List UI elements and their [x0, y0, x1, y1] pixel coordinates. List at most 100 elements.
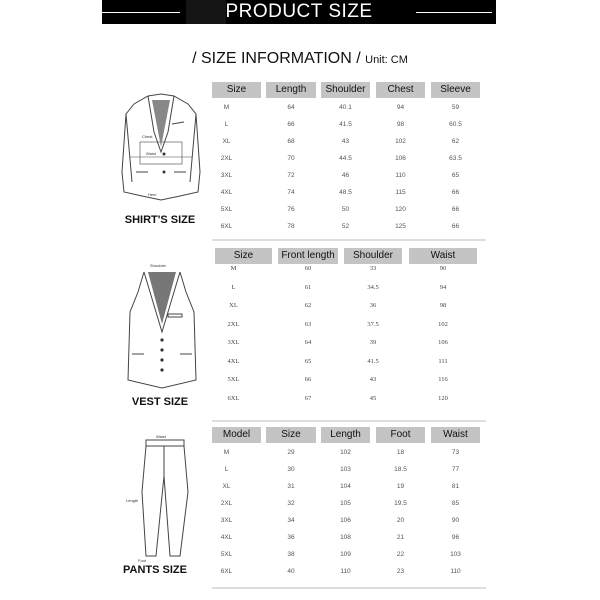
table-cell: 76 [287, 206, 295, 213]
table-cell: 106 [438, 339, 448, 346]
table-cell: 78 [287, 223, 295, 230]
table-cell: 31 [287, 483, 295, 490]
table-cell: 18.5 [394, 466, 407, 473]
table-cell: 43 [341, 138, 350, 145]
table-cell: 65 [304, 357, 312, 365]
table-cell: 52 [341, 223, 350, 230]
table-cell: 68 [287, 138, 295, 145]
column-header: Size [266, 427, 316, 443]
row-size-cell: 6XL [220, 568, 233, 575]
table-cell: 39 [369, 339, 377, 346]
table-cell: 62 [304, 302, 312, 309]
row-size-cell: 5XL [220, 206, 233, 213]
pants-length-label: Length [126, 498, 138, 503]
table-cell: 109 [340, 551, 351, 558]
table-cell: 74 [287, 189, 295, 196]
column-header: Sleeve [431, 82, 480, 98]
table-cell: 102 [395, 138, 406, 145]
row-size-cell: 3XL [220, 517, 233, 524]
shirt-caption: SHIRT'S SIZE [124, 214, 196, 226]
table-cell: 63.5 [449, 155, 462, 162]
table-cell: 32 [287, 500, 295, 507]
row-size-cell: 5XL [220, 551, 233, 558]
table-cell: 59 [451, 104, 460, 111]
table-cell: 38 [287, 551, 295, 558]
jacket-illustration: Chest Waist Hem [121, 93, 201, 201]
table-cell: 46 [341, 172, 350, 179]
table-cell: 50 [341, 206, 350, 213]
row-size-cell: XL [222, 138, 231, 145]
section-heading: / SIZE INFORMATION / Unit: CM [0, 50, 600, 68]
table-cell: 115 [395, 189, 406, 196]
table-cell: 37.5 [367, 320, 379, 328]
column-header: Size [215, 248, 272, 264]
shoulder-label: Shoulder [150, 263, 167, 268]
table-cell: 106 [340, 517, 351, 524]
table-cell: 85 [451, 500, 460, 507]
table-cell: 64 [304, 339, 312, 346]
row-size-cell: 6XL [220, 223, 233, 230]
table-cell: 43 [369, 376, 377, 383]
table-cell: 34 [287, 517, 295, 524]
table-cell: 102 [340, 449, 351, 456]
table-cell: 41.5 [339, 121, 352, 128]
column-header: Length [266, 82, 316, 98]
pants-illustration: Waist Length Foot [126, 434, 189, 563]
table-cell: 98 [396, 121, 405, 128]
table-cell: 120 [395, 206, 406, 213]
table-cell: 66 [304, 376, 312, 383]
row-size-cell: 3XL [220, 172, 233, 179]
table-cell: 116 [438, 376, 448, 383]
table-cell: 44.5 [339, 155, 352, 162]
table-cell: 110 [450, 568, 461, 575]
divider [212, 420, 486, 422]
vest-caption: VEST SIZE [131, 396, 189, 408]
table-cell: 48.5 [339, 189, 352, 196]
banner-line-right [416, 12, 492, 13]
table-cell: 103 [340, 466, 351, 473]
column-header: Waist [409, 248, 477, 264]
unit-label: Unit: CM [365, 54, 408, 66]
table-cell: 110 [340, 568, 351, 575]
row-size-cell: M [230, 265, 237, 272]
table-cell: 18 [396, 449, 405, 456]
table-cell: 125 [395, 223, 406, 230]
row-size-cell: 4XL [220, 534, 233, 541]
column-header: Foot [376, 427, 425, 443]
table-cell: 36 [287, 534, 295, 541]
row-size-cell: M [223, 449, 230, 456]
pants-caption: PANTS SIZE [123, 564, 187, 576]
table-cell: 106 [395, 155, 406, 162]
table-cell: 94 [396, 104, 405, 111]
row-size-cell: 2XL [227, 320, 240, 328]
column-header: Front length [278, 248, 338, 264]
table-cell: 63 [304, 320, 312, 328]
row-size-cell: 4XL [227, 357, 240, 365]
divider [212, 587, 486, 589]
table-cell: 105 [340, 500, 351, 507]
table-cell: 72 [287, 172, 295, 179]
table-cell: 21 [396, 534, 405, 541]
column-header: Waist [431, 427, 480, 443]
table-cell: 60 [304, 265, 312, 272]
table-cell: 22 [396, 551, 405, 558]
table-cell: 66 [451, 223, 460, 230]
vest-illustration: Shoulder [127, 263, 197, 389]
table-cell: 20 [396, 517, 405, 524]
column-header: Model [212, 427, 261, 443]
table-cell: 70 [287, 155, 295, 162]
table-cell: 66 [287, 121, 295, 128]
column-header: Length [321, 427, 370, 443]
table-cell: 73 [451, 449, 460, 456]
row-size-cell: XL [222, 483, 231, 490]
table-cell: 65 [451, 172, 460, 179]
table-cell: 33 [369, 265, 377, 272]
table-cell: 98 [439, 302, 447, 309]
table-cell: 111 [438, 357, 448, 365]
row-size-cell: M [223, 104, 230, 111]
table-cell: 94 [439, 283, 447, 291]
table-cell: 102 [438, 320, 448, 328]
banner-title: PRODUCT SIZE [225, 1, 373, 22]
table-cell: 30 [287, 466, 295, 473]
